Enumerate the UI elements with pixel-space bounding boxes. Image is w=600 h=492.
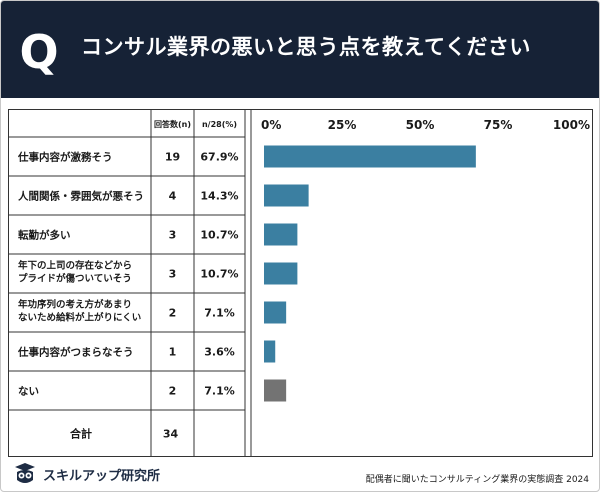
- count-6: 2: [169, 385, 177, 398]
- category-label-3-1: プライドが傷ついていそう: [18, 273, 132, 285]
- x-tick-4: 100%: [553, 118, 590, 132]
- x-tick-3: 75%: [484, 118, 513, 132]
- survey-table: 回答数(n) n/28(%) 0% 25% 50% 75% 100% 仕事内容が激務そう 19 6…: [8, 109, 593, 461]
- bar-4: [264, 301, 287, 324]
- category-label-2: 転勤が多い: [18, 229, 71, 242]
- category-label-4-0: 年功序列の考え方があまり: [18, 299, 132, 311]
- bar-1: [264, 184, 309, 207]
- brand-name: スキルアップ研究所: [43, 468, 161, 484]
- count-4: 2: [169, 307, 177, 320]
- percent-5: 3.6%: [204, 346, 235, 359]
- owl-icon: [15, 463, 35, 483]
- percent-6: 7.1%: [204, 385, 235, 398]
- bar-0: [264, 145, 476, 168]
- percent-3: 10.7%: [200, 268, 238, 281]
- header-banner: Q コンサル業界の悪いと思う点を教えてください: [1, 1, 599, 98]
- q-letter: Q: [19, 27, 58, 75]
- percent-4: 7.1%: [204, 307, 235, 320]
- count-1: 4: [169, 190, 177, 203]
- header-answers: 回答数(n): [154, 119, 191, 129]
- category-label-4-1: ないため給料が上がりにくい: [18, 312, 141, 324]
- bar-5: [264, 340, 276, 363]
- category-label-6: ない: [18, 386, 39, 398]
- q-icon: Q: [19, 27, 58, 75]
- bar-6: [264, 379, 287, 402]
- total-label: 合計: [70, 427, 92, 441]
- percent-0: 67.9%: [200, 151, 238, 164]
- total-count: 34: [163, 428, 179, 441]
- x-tick-1: 25%: [328, 118, 357, 132]
- count-0: 19: [165, 151, 180, 164]
- header-ratio: n/28(%): [202, 120, 237, 129]
- percent-1: 14.3%: [200, 190, 238, 203]
- bar-chart: 回答数(n) n/28(%) 0% 25% 50% 75% 100% 仕事内容が激務そう 19 6…: [8, 109, 593, 457]
- count-2: 3: [169, 229, 177, 242]
- category-label-1: 人間関係・雰囲気が悪そう: [18, 190, 144, 203]
- category-label-3-0: 年下の上司の存在などから: [18, 260, 132, 272]
- percent-2: 10.7%: [200, 229, 238, 242]
- x-tick-2: 50%: [406, 118, 435, 132]
- survey-source-note: 配偶者に聞いたコンサルティング業界の実態調査 2024: [365, 475, 589, 485]
- category-label-0: 仕事内容が激務そう: [17, 151, 113, 164]
- bar-2: [264, 223, 298, 246]
- bar-3: [264, 262, 298, 285]
- brand-logo: スキルアップ研究所: [13, 463, 160, 485]
- count-5: 1: [169, 346, 177, 359]
- x-tick-0: 0%: [261, 118, 281, 132]
- question-title: コンサル業界の悪いと思う点を教えてください: [81, 35, 531, 59]
- count-3: 3: [169, 268, 177, 281]
- category-label-5: 仕事内容がつまらなそう: [17, 346, 134, 359]
